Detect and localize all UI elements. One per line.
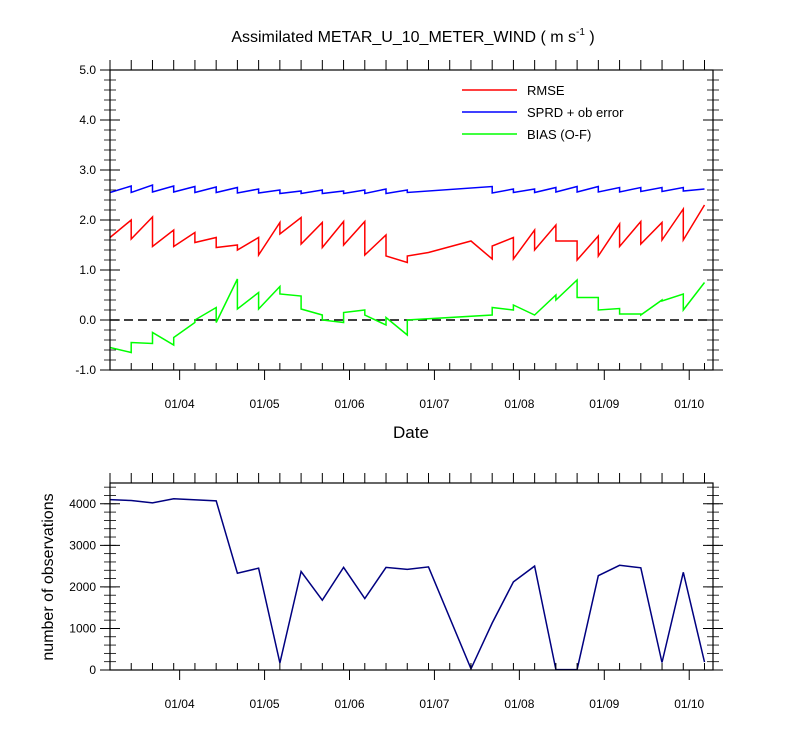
bottom-y-tick-label: 2000 bbox=[69, 580, 96, 594]
bottom-x-tick-label: 01/05 bbox=[250, 697, 280, 711]
top-x-tick-label: 01/06 bbox=[334, 397, 364, 411]
top-x-tick-label: 01/09 bbox=[589, 397, 619, 411]
bottom-y-tick-label: 0 bbox=[89, 663, 96, 677]
y-axis-title: number of observations bbox=[40, 493, 57, 660]
bottom-x-tick-label: 01/10 bbox=[674, 697, 704, 711]
top-y-tick-label: 3.0 bbox=[79, 163, 96, 177]
top-y-tick-label: 0.0 bbox=[79, 313, 96, 327]
legend-label-rmse: RMSE bbox=[527, 83, 565, 98]
legend-label-sprd: SPRD + ob error bbox=[527, 105, 624, 120]
top-x-tick-label: 01/04 bbox=[165, 397, 195, 411]
top-series-3-line bbox=[109, 278, 706, 354]
top-chart-ticks: 01/04 01/05 01/06 01/07 01/08 01/09 01/10 -1.0 0… bbox=[75, 60, 723, 411]
top-chart: 01/04 01/05 01/06 01/07 01/08 01/09 01/10 -1.0 0… bbox=[75, 60, 723, 442]
bottom-x-tick-label: 01/07 bbox=[419, 697, 449, 711]
bottom-series-1-line bbox=[109, 498, 706, 671]
top-chart-frame bbox=[109, 69, 714, 371]
bottom-x-tick-label: 01/08 bbox=[504, 697, 534, 711]
top-series-2-line bbox=[109, 183, 705, 195]
bottom-chart-frame bbox=[109, 482, 714, 671]
bottom-chart: 01/04 01/05 01/06 01/07 01/08 01/09 01/10 0 1000… bbox=[40, 473, 723, 711]
bottom-y-tick-label: 1000 bbox=[69, 621, 96, 635]
bottom-y-tick-label: 3000 bbox=[69, 538, 96, 552]
bottom-chart-ticks: 01/04 01/05 01/06 01/07 01/08 01/09 01/10 0 1000… bbox=[69, 473, 723, 711]
top-x-tick-label: 01/08 bbox=[504, 397, 534, 411]
top-y-tick-label: 5.0 bbox=[79, 63, 96, 77]
top-y-tick-label: 1.0 bbox=[79, 263, 96, 277]
top-series-1-line bbox=[109, 204, 706, 264]
top-x-tick-label: 01/10 bbox=[674, 397, 704, 411]
top-x-tick-label: 01/05 bbox=[250, 397, 280, 411]
legend: RMSE SPRD + ob error BIAS (O-F) bbox=[462, 83, 624, 142]
chart-title: Assimilated METAR_U_10_METER_WIND ( m s-… bbox=[231, 27, 594, 46]
bottom-x-tick-label: 01/06 bbox=[334, 697, 364, 711]
bottom-y-tick-label: 4000 bbox=[69, 497, 96, 511]
legend-label-bias: BIAS (O-F) bbox=[527, 127, 591, 142]
top-x-tick-label: 01/07 bbox=[419, 397, 449, 411]
top-y-tick-label: -1.0 bbox=[75, 363, 96, 377]
top-y-tick-label: 4.0 bbox=[79, 113, 96, 127]
top-y-tick-label: 2.0 bbox=[79, 213, 96, 227]
bottom-chart-series bbox=[109, 498, 706, 671]
bottom-x-tick-label: 01/04 bbox=[165, 697, 195, 711]
top-chart-series bbox=[109, 183, 713, 354]
x-axis-title: Date bbox=[393, 423, 429, 442]
bottom-x-tick-label: 01/09 bbox=[589, 697, 619, 711]
